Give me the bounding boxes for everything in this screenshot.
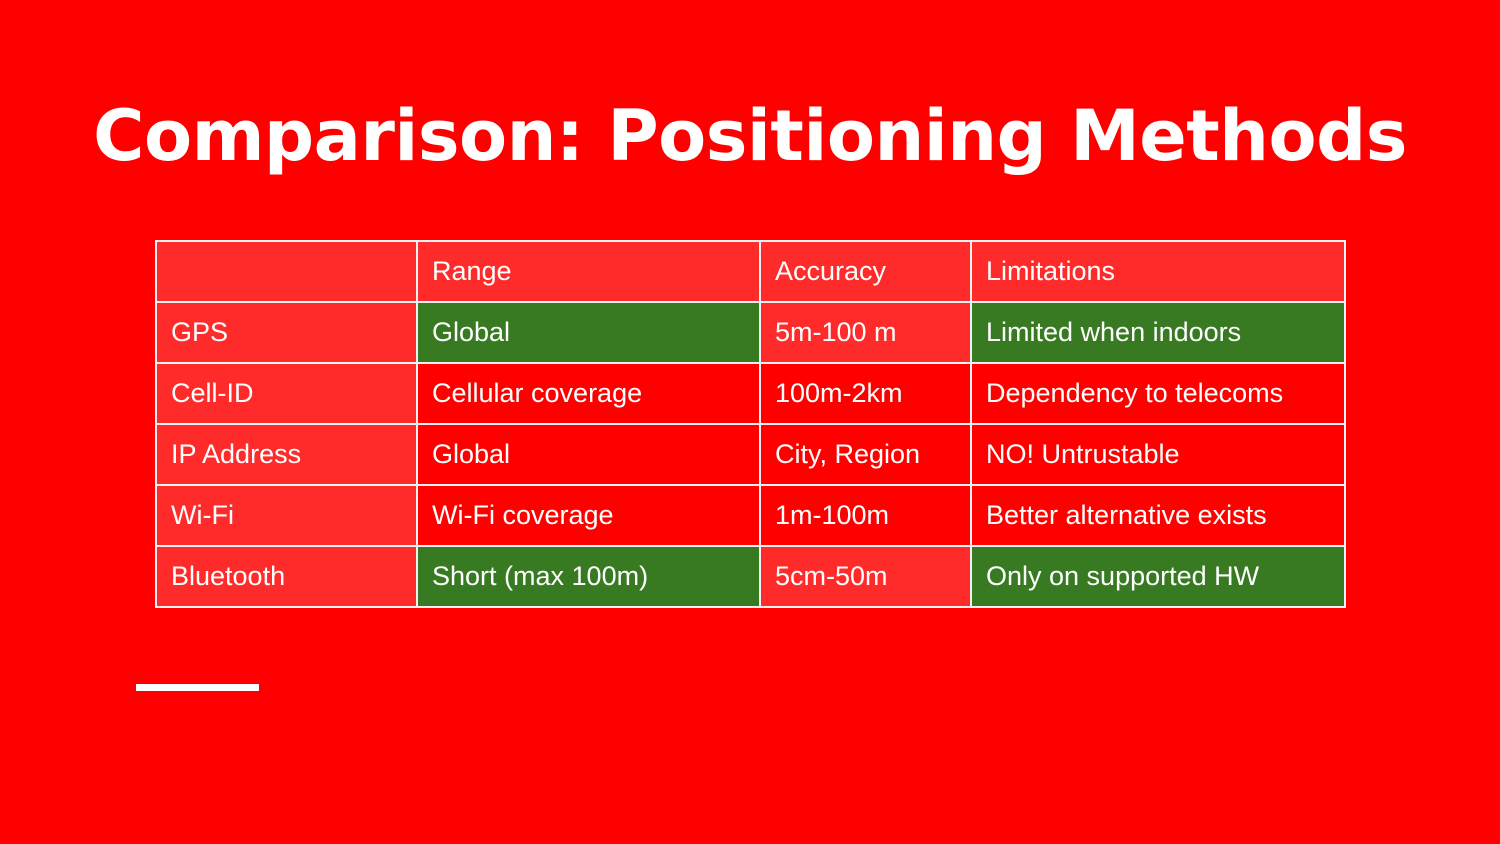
method-cell: IP Address <box>155 423 418 486</box>
header-cell-empty <box>155 240 418 303</box>
accuracy-cell: 100m-2km <box>759 362 972 425</box>
accuracy-cell: 5cm-50m <box>759 545 972 608</box>
table-row: Cell-ID Cellular coverage 100m-2km Depen… <box>155 362 1346 425</box>
range-cell: Global <box>416 301 761 364</box>
slide-title: Comparison: Positioning Methods <box>93 95 1407 177</box>
limitations-cell: Only on supported HW <box>970 545 1346 608</box>
method-cell: GPS <box>155 301 418 364</box>
table-row: IP Address Global City, Region NO! Untru… <box>155 423 1346 486</box>
limitations-cell: Better alternative exists <box>970 484 1346 547</box>
method-cell: Wi-Fi <box>155 484 418 547</box>
header-cell-accuracy: Accuracy <box>759 240 972 303</box>
accuracy-cell: City, Region <box>759 423 972 486</box>
accuracy-cell: 5m-100 m <box>759 301 972 364</box>
method-cell: Cell-ID <box>155 362 418 425</box>
header-cell-range: Range <box>416 240 761 303</box>
accent-underline <box>136 684 259 691</box>
table-header-row: Range Accuracy Limitations <box>155 240 1346 303</box>
range-cell: Cellular coverage <box>416 362 761 425</box>
table-row: GPS Global 5m-100 m Limited when indoors <box>155 301 1346 364</box>
range-cell: Wi-Fi coverage <box>416 484 761 547</box>
limitations-cell: Dependency to telecoms <box>970 362 1346 425</box>
limitations-cell: Limited when indoors <box>970 301 1346 364</box>
table-row: Bluetooth Short (max 100m) 5cm-50m Only … <box>155 545 1346 608</box>
limitations-cell: NO! Untrustable <box>970 423 1346 486</box>
header-cell-limitations: Limitations <box>970 240 1346 303</box>
table-row: Wi-Fi Wi-Fi coverage 1m-100m Better alte… <box>155 484 1346 547</box>
comparison-table: Range Accuracy Limitations GPS Global 5m… <box>155 240 1346 608</box>
accuracy-cell: 1m-100m <box>759 484 972 547</box>
range-cell: Global <box>416 423 761 486</box>
range-cell: Short (max 100m) <box>416 545 761 608</box>
method-cell: Bluetooth <box>155 545 418 608</box>
